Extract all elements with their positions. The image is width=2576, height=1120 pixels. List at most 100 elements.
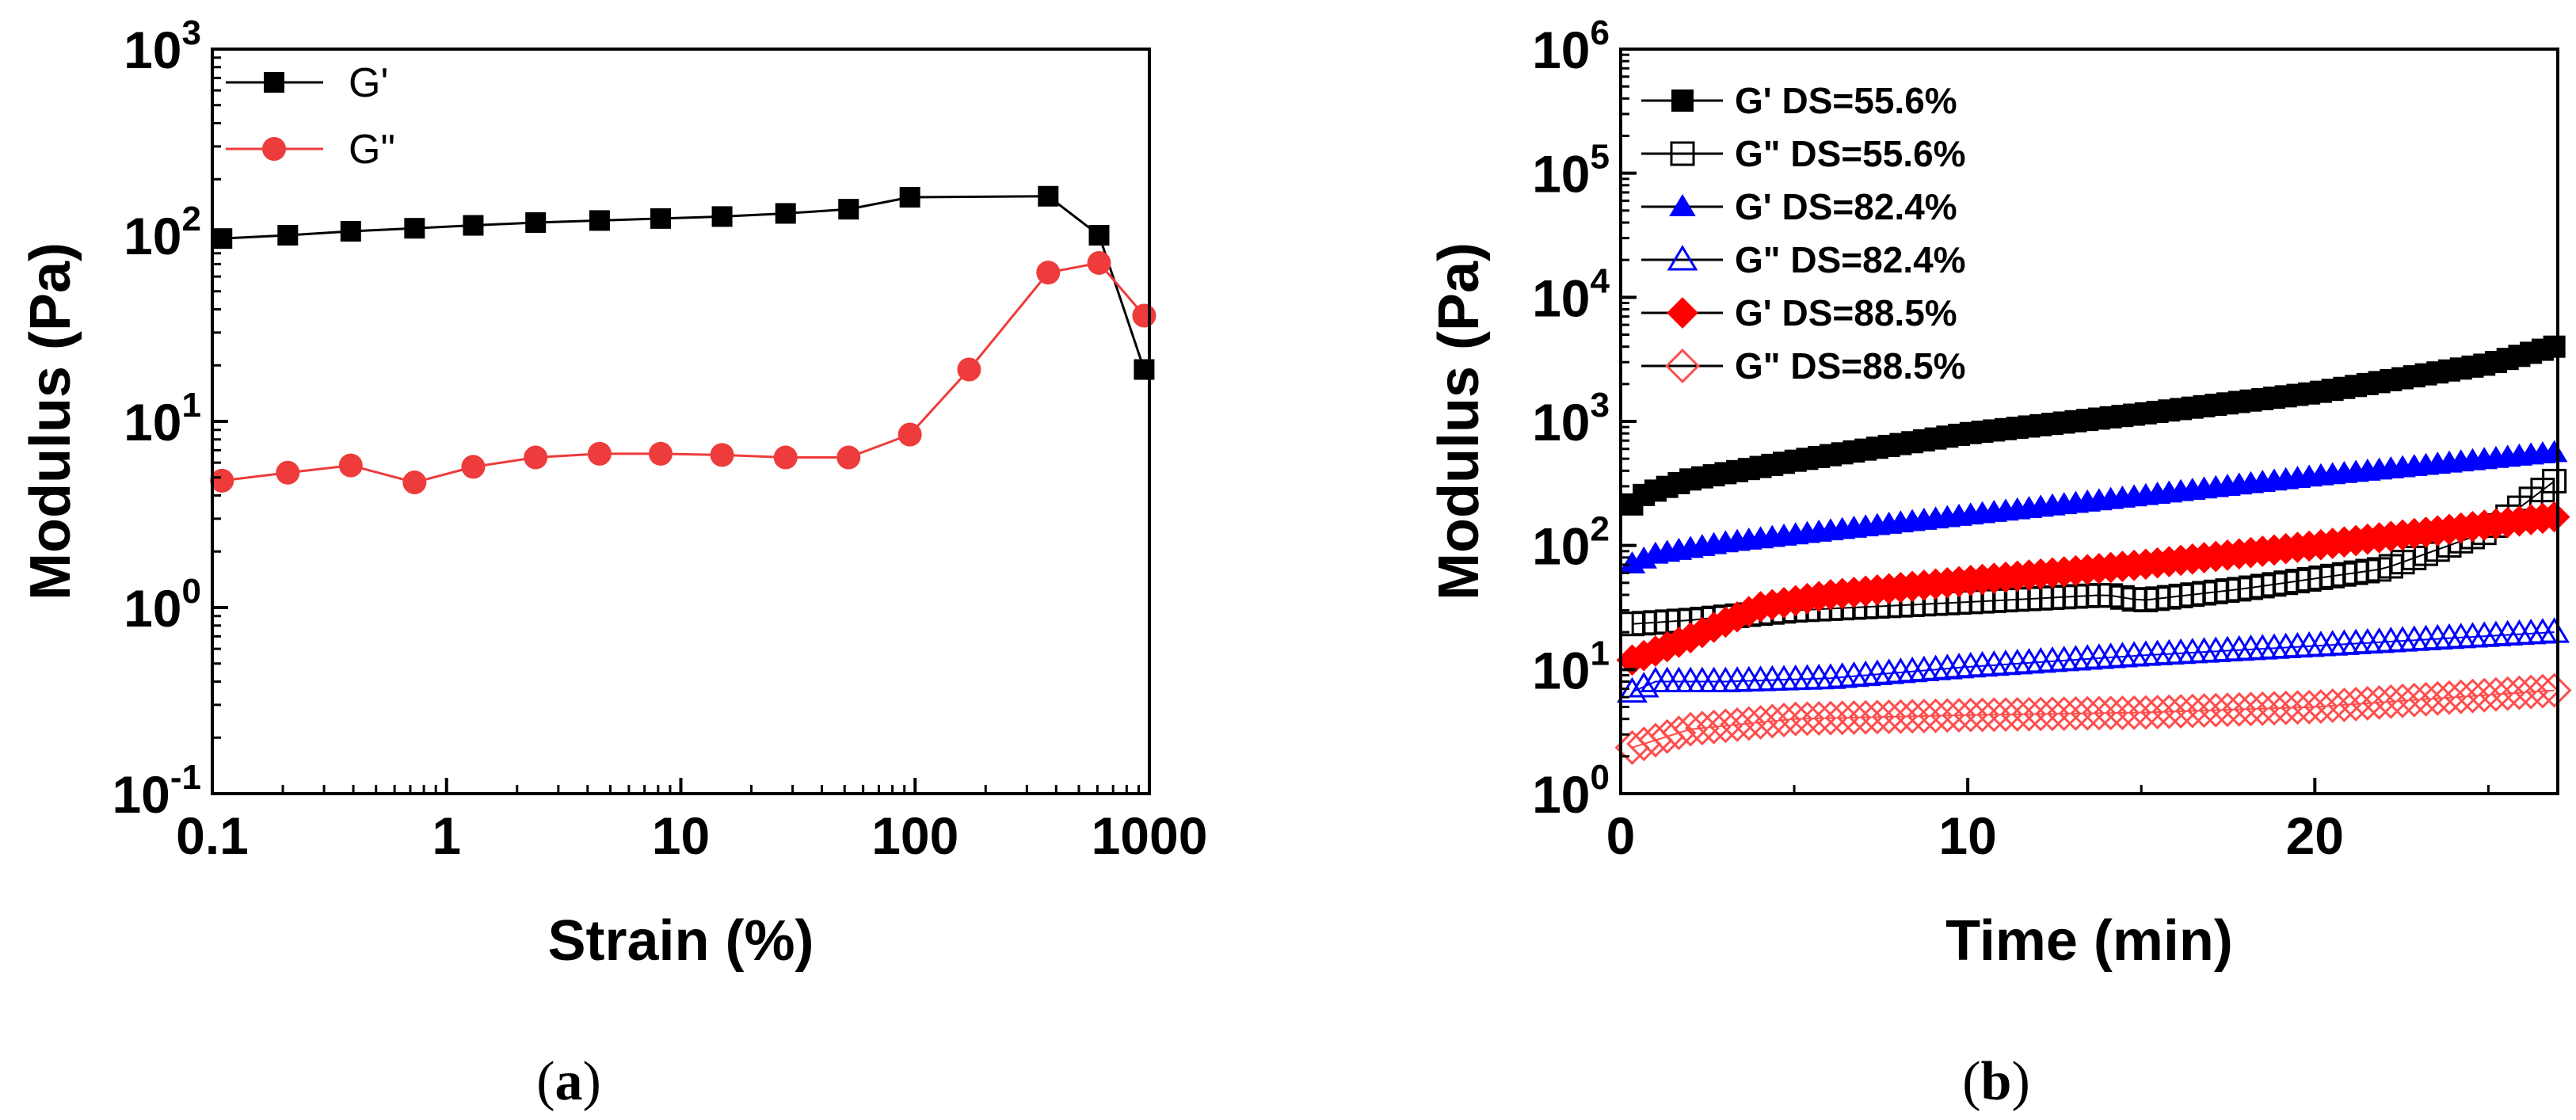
panel-a-y-tick-label: 103 xyxy=(124,13,201,79)
panel-b-label-letter: b xyxy=(1981,1051,2012,1112)
panel-b-y-tick-label-exponent: 2 xyxy=(1591,510,1610,549)
panel-b-y-tick-label: 100 xyxy=(1532,758,1610,824)
panel-a-x-tick-label: 0.1 xyxy=(176,806,249,865)
panel-a-x-tick-label: 1000 xyxy=(1092,806,1208,865)
panel-b-legend-5-marker xyxy=(1665,349,1700,383)
panel-b-series-5-point xyxy=(1906,699,1942,733)
panel-a-series-0-point xyxy=(1088,225,1110,246)
panel-b-series-4-point xyxy=(2538,501,2570,533)
panel-b-series-5-point xyxy=(1789,701,1825,737)
panel-b-series-5-point xyxy=(1895,699,1930,734)
panel-b-legend-4-label: G' DS=88.5% xyxy=(1735,292,1957,333)
panel-b-series-4-point xyxy=(1709,606,1742,638)
panel-b-x-axis-title: Time (min) xyxy=(1945,909,2233,973)
panel-b-series-4-point xyxy=(1628,639,1660,672)
panel-b-series-2-point xyxy=(2540,440,2568,463)
panel-a-x-tick-label: 10 xyxy=(652,806,710,865)
panel-b-series-5-point xyxy=(1661,715,1697,751)
panel-a-series-1-point xyxy=(1036,261,1061,285)
panel-a-y-tick-label-base: 10 xyxy=(124,579,181,638)
panel-b-series-5-point xyxy=(2093,695,2128,731)
panel-a-legend: G' G" xyxy=(226,60,395,173)
panel-b-y-tick-label: 106 xyxy=(1532,13,1610,79)
panel-a-series-1-point xyxy=(587,441,612,466)
panel-a-legend-0-marker xyxy=(264,72,284,93)
panel-b-series-5-point xyxy=(2058,695,2094,731)
panel-b-y-tick-label-exponent: 6 xyxy=(1591,13,1610,52)
panel-a-series-1-point xyxy=(402,470,427,495)
panel-a-y-tick-label-base: 10 xyxy=(112,765,170,824)
panel-b-series-4-point xyxy=(1675,622,1706,653)
panel-b-series-3-point xyxy=(1628,672,1660,698)
panel-a-series-1-point xyxy=(1132,303,1157,328)
panel-a-label-open: ( xyxy=(536,1051,554,1112)
panel-a-x-tick-label: 1 xyxy=(432,806,461,865)
panel-b-y-tick-label: 101 xyxy=(1532,634,1610,699)
panel-a-series-1-point xyxy=(897,422,922,447)
panel-b-series-3-point xyxy=(2539,617,2570,643)
panel-b-y-tick-label-exponent: 0 xyxy=(1591,758,1610,797)
panel-a-y-tick-label: 102 xyxy=(124,200,201,265)
panel-b-series-5-point xyxy=(1930,698,1965,733)
panel-a-legend-0-label: G' xyxy=(349,60,388,106)
panel-a-legend-1-marker xyxy=(262,137,286,161)
panel-a-series-1-point xyxy=(649,441,673,466)
panel-b-series-5-point xyxy=(1801,701,1837,736)
panel-b-y-tick-label-base: 10 xyxy=(1532,765,1590,824)
panel-a-series-0-point xyxy=(899,187,920,208)
panel-b-legend-3-marker xyxy=(1667,245,1698,271)
panel-b-series-5-point xyxy=(1976,697,2012,733)
panel-a-series-0-point xyxy=(211,228,233,250)
panel-b-series-1-point xyxy=(2542,468,2567,493)
panel-b-series-5-point xyxy=(2070,695,2105,731)
panel-b-y-tick-label-base: 10 xyxy=(1532,641,1590,699)
panel-a-series-1-point xyxy=(210,468,234,493)
panel-a-legend-1-label: G" xyxy=(349,127,395,173)
panel-b-series-5-point xyxy=(1813,700,1848,736)
panel-a-y-tick-label: 100 xyxy=(124,572,201,638)
panel-b-y-tick-label: 105 xyxy=(1532,138,1610,204)
panel-a-label-close: ) xyxy=(583,1051,601,1112)
panel-b-series-5-point xyxy=(2023,696,2059,732)
panel-b-y-tick-label-base: 10 xyxy=(1532,21,1590,79)
panel-a-series-1-point xyxy=(773,445,798,470)
panel-b-series-5-point xyxy=(2011,696,2047,732)
panel-b-series-5-point xyxy=(1871,699,1907,734)
panel-b-series-5-point xyxy=(1883,699,1919,734)
panel-b-series-0-point xyxy=(2543,335,2566,358)
panel-a-series-1-point xyxy=(276,460,300,485)
panel-b-y-tick-label-exponent: 4 xyxy=(1591,261,1610,300)
panel-a-series-1-point xyxy=(524,445,548,470)
panel-b-y-tick-label-exponent: 3 xyxy=(1591,386,1610,425)
panel-a-series-1-point xyxy=(710,443,734,467)
panel-b-y-tick-label: 103 xyxy=(1532,386,1610,451)
panel-a-y-tick-label-base: 10 xyxy=(124,207,181,265)
panel-a-y-tick-label-base: 10 xyxy=(124,21,181,79)
panel-b-legend-1-marker xyxy=(1670,141,1695,166)
panel-b-series-5-point xyxy=(2035,696,2070,732)
panel-a-series-0-point xyxy=(1038,185,1059,207)
panel-b-legend-3-label: G" DS=82.4% xyxy=(1735,239,1966,280)
panel-b-y-axis-title: Modulus (Pa) xyxy=(1427,242,1491,600)
panel-b-legend-4-marker xyxy=(1667,297,1698,329)
panel-a-series-0-point xyxy=(711,206,733,227)
panel-a-series-1-point xyxy=(461,455,486,479)
panel-b-series-5-point xyxy=(2081,695,2117,731)
panel-b-y-tick-label-base: 10 xyxy=(1532,145,1590,204)
panel-b-legend-0-label: G' DS=55.6% xyxy=(1735,80,1957,121)
panel-b-y-tick-label-base: 10 xyxy=(1532,517,1590,576)
panel-b-y-tick-label-base: 10 xyxy=(1532,393,1590,451)
panel-b-x-tick-label: 10 xyxy=(1938,806,1996,865)
panel-a-y-tick-label-exponent: 1 xyxy=(182,386,201,425)
panel-b-label-close: ) xyxy=(2011,1051,2029,1112)
panel-b-series-5-point xyxy=(1778,701,1813,737)
panel-b-series-3-point xyxy=(1617,676,1648,703)
panel-a-y-tick-label-exponent: -1 xyxy=(170,758,201,797)
panel-b-series-5-point xyxy=(1988,697,2023,733)
panel-a-y-tick-label-exponent: 3 xyxy=(182,13,201,52)
panel-b-series-4-point xyxy=(1616,644,1648,676)
panel-b-series-4-point xyxy=(1686,616,1718,649)
